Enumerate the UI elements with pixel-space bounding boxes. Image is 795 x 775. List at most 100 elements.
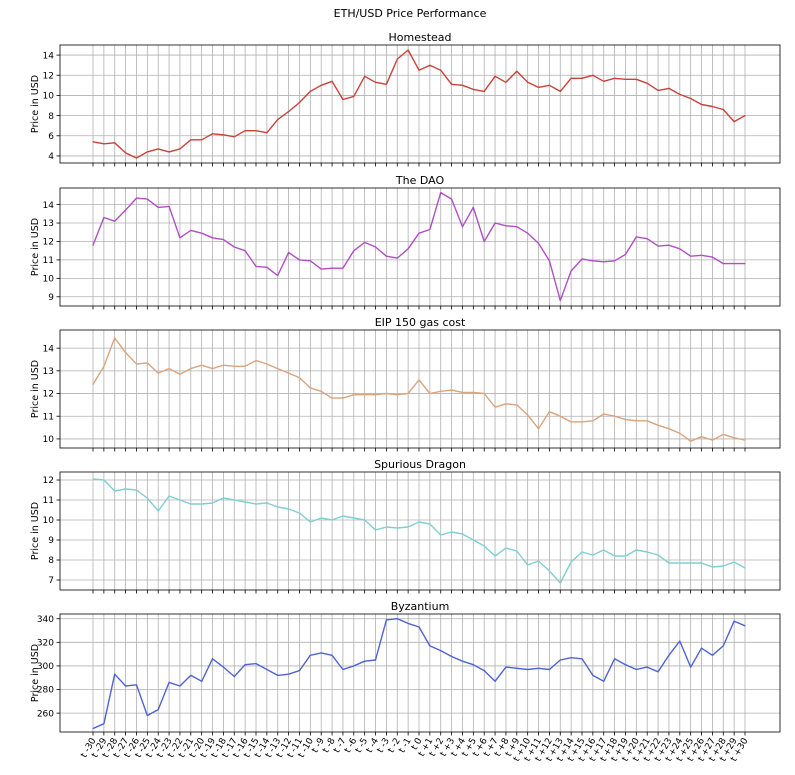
data-point [657, 671, 659, 673]
data-point [570, 561, 572, 563]
data-point [559, 582, 561, 584]
data-point [114, 337, 116, 339]
data-point [146, 198, 148, 200]
data-point [288, 372, 290, 374]
data-point [635, 549, 637, 551]
data-point [548, 84, 551, 86]
data-point [603, 261, 605, 263]
data-point [255, 662, 257, 665]
data-point [179, 685, 181, 687]
data-point [635, 236, 637, 238]
data-point [168, 367, 170, 370]
y-tick-label: 10 [43, 92, 55, 102]
subplot-title: Homestead [388, 31, 451, 44]
data-point [668, 654, 670, 656]
data-point [211, 237, 214, 239]
data-point [527, 81, 529, 83]
data-point [690, 666, 692, 668]
data-point [298, 377, 301, 379]
data-point [711, 256, 714, 258]
data-point [396, 394, 398, 396]
data-point [679, 562, 681, 564]
data-point [135, 684, 138, 686]
data-point [211, 502, 214, 504]
data-point [288, 110, 290, 113]
data-point [646, 420, 648, 422]
data-point [429, 64, 431, 66]
data-point [516, 404, 518, 406]
data-point [440, 192, 442, 194]
data-point [298, 670, 301, 672]
data-point [592, 554, 594, 556]
data-point [288, 508, 290, 510]
data-point [320, 652, 322, 654]
y-axis-label: Price in USD [30, 502, 41, 560]
y-axis-label: Price in USD [30, 218, 41, 276]
y-axis-label: Price in USD [30, 360, 41, 418]
data-point [179, 373, 181, 375]
data-point [211, 658, 214, 660]
data-point [190, 503, 192, 505]
data-point [222, 134, 224, 136]
data-point [690, 440, 692, 442]
data-point [211, 367, 214, 370]
data-point [407, 526, 409, 528]
data-point [570, 657, 572, 659]
subplot-1: Homestead 4 6 8 10 12 14 Price in USD [30, 31, 781, 167]
data-point [385, 392, 387, 395]
data-point [266, 668, 268, 671]
y-tick-label: 14 [43, 51, 55, 61]
data-point [233, 136, 235, 138]
data-point [451, 531, 453, 533]
data-point [418, 69, 420, 71]
data-point [396, 618, 398, 620]
data-point [114, 220, 116, 222]
data-point [331, 519, 333, 521]
subplot-title: Spurious Dragon [374, 458, 466, 471]
data-point [614, 260, 616, 262]
data-point [614, 77, 616, 79]
data-point [309, 90, 311, 92]
data-point [516, 550, 518, 552]
data-point [429, 645, 431, 647]
data-point [505, 403, 507, 405]
data-point [298, 101, 301, 104]
data-point [255, 130, 257, 132]
data-point [201, 364, 203, 366]
data-point [342, 668, 344, 671]
data-point [342, 267, 344, 269]
y-tick-label: 320 [37, 639, 54, 649]
data-point [657, 554, 659, 556]
y-tick-label: 4 [48, 152, 54, 162]
data-point [646, 551, 648, 553]
data-point [201, 232, 203, 234]
data-point [146, 497, 148, 499]
data-point [603, 413, 605, 415]
data-point [592, 260, 594, 262]
data-point [668, 562, 670, 564]
data-point [222, 666, 224, 668]
data-point [733, 561, 735, 563]
data-point [581, 258, 583, 260]
y-tick-label: 260 [37, 709, 54, 719]
data-point [309, 387, 311, 389]
data-point [342, 397, 344, 399]
data-point [494, 406, 496, 408]
data-point [744, 439, 746, 441]
data-point [418, 379, 420, 381]
data-point [309, 521, 311, 523]
data-point [581, 658, 583, 660]
data-point [114, 490, 116, 492]
data-point [255, 503, 257, 505]
data-point [407, 49, 409, 51]
data-point [157, 708, 159, 711]
data-point [527, 564, 529, 566]
data-point [385, 619, 387, 621]
data-point [635, 78, 637, 80]
data-point [353, 250, 355, 252]
data-point [505, 547, 507, 549]
data-point [505, 225, 507, 227]
data-point [505, 81, 507, 83]
